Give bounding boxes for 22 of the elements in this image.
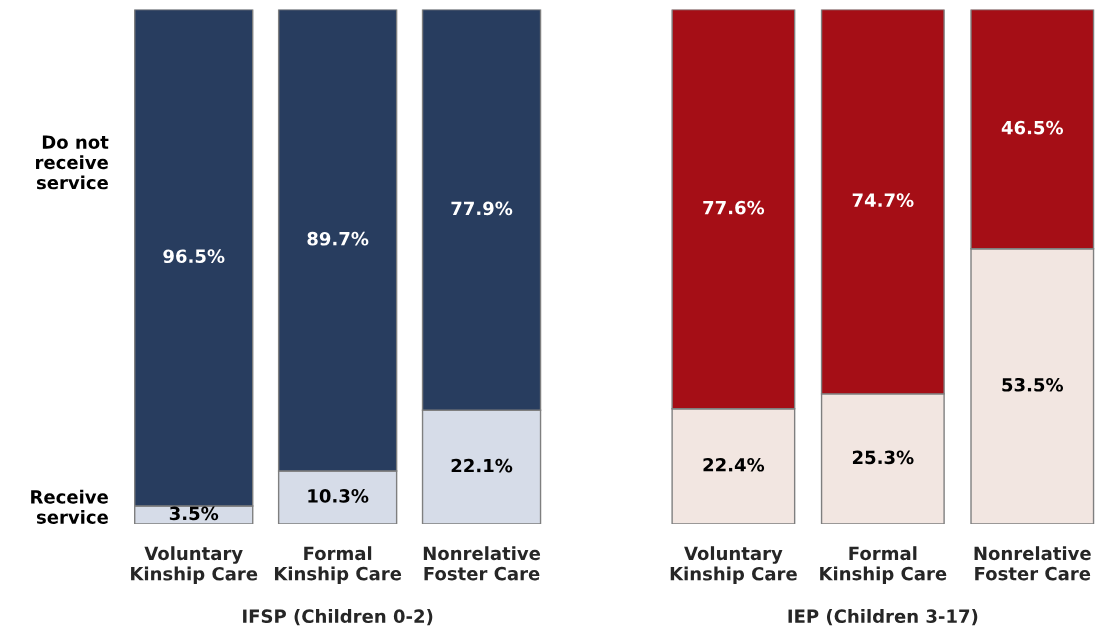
x-axis-title: IEP (Children 3-17) bbox=[788, 609, 978, 626]
data-label: 22.1% bbox=[451, 458, 513, 473]
data-label: 46.5% bbox=[1001, 120, 1064, 135]
data-label: 25.3% bbox=[852, 450, 914, 465]
x-tick-label: Nonrelative Foster Care bbox=[423, 546, 541, 581]
x-tick-label: Voluntary Kinship Care bbox=[131, 546, 258, 585]
data-label: 77.6% bbox=[703, 200, 765, 215]
data-label: 74.7% bbox=[852, 193, 914, 207]
data-label: 10.3% bbox=[308, 489, 369, 503]
x-tick-label: Formal Kinship Care bbox=[820, 546, 947, 584]
x-tick-label: Formal Kinship Care bbox=[274, 546, 402, 584]
x-tick-label: Nonrelative Foster Care bbox=[974, 546, 1091, 581]
x-tick-label: Voluntary Kinship Care bbox=[670, 546, 797, 585]
series-label: Do not receive service bbox=[36, 135, 109, 190]
x-axis-title: IFSP (Children 0-2) bbox=[243, 609, 433, 626]
series-label: Receive service bbox=[31, 489, 108, 524]
data-label: 77.9% bbox=[451, 201, 513, 216]
data-label: 22.4% bbox=[703, 457, 765, 472]
data-label: 3.5% bbox=[169, 506, 219, 521]
data-label: 53.5% bbox=[1002, 377, 1064, 392]
data-label: 96.5% bbox=[163, 249, 225, 264]
data-label: 89.7% bbox=[307, 231, 369, 246]
